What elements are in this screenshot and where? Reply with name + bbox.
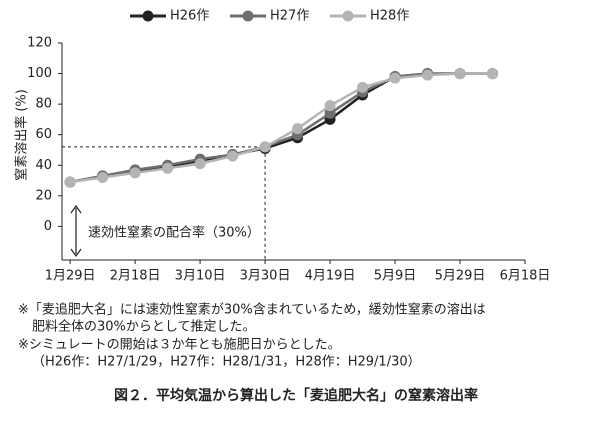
point xyxy=(259,141,271,153)
x-tick-label: 3月30日 xyxy=(240,269,291,284)
x-tick-label: 3月10日 xyxy=(175,269,226,284)
x-tick-label: 4月19日 xyxy=(305,269,356,284)
y-tick-label: 20 xyxy=(35,188,52,203)
point xyxy=(194,158,206,170)
legend-label: H27作 xyxy=(270,9,309,24)
y-tick-label: 0 xyxy=(44,219,52,234)
y-axis-label: 窒素溶出率 (%) xyxy=(14,89,30,181)
x-tick-label: 2月18日 xyxy=(110,269,161,284)
point xyxy=(64,176,76,188)
x-tick-label: 6月18日 xyxy=(500,269,551,284)
y-tick-label: 120 xyxy=(27,36,52,51)
caption: 図２．平均気温から算出した「麦追肥大名」の窒素溶出率 xyxy=(114,387,478,404)
x-tick-label: 5月9日 xyxy=(374,269,417,284)
y-tick-label: 80 xyxy=(35,97,52,112)
reference-line xyxy=(62,146,266,260)
point xyxy=(357,81,369,93)
point xyxy=(422,69,434,81)
legend-label: H28作 xyxy=(370,9,409,24)
annotation: 速効性窒素の配合率（30%） xyxy=(88,225,260,241)
point xyxy=(454,68,466,80)
point xyxy=(162,162,174,174)
y-tick-label: 40 xyxy=(35,158,52,173)
point xyxy=(227,150,239,162)
point xyxy=(389,72,401,84)
point xyxy=(324,100,336,112)
x-tick-label: 1月29日 xyxy=(45,269,96,284)
legend-label: H26作 xyxy=(170,9,209,24)
point xyxy=(292,123,304,135)
y-tick-label: 100 xyxy=(27,66,52,81)
note: ※シミュレートの開始は３か年とも施肥日からとした。 xyxy=(18,338,341,353)
legend-marker xyxy=(242,10,254,22)
note: 肥料全体の30%からとして推定した。 xyxy=(32,319,256,335)
legend-marker xyxy=(142,10,154,22)
point xyxy=(487,68,499,80)
point xyxy=(129,167,141,179)
note: ※「麦追肥大名」には速効性窒素が30%含まれているため，緩効性窒素の溶出は xyxy=(18,302,486,318)
legend-marker xyxy=(342,10,354,22)
x-tick-label: 5月29日 xyxy=(435,269,486,284)
note: （H26作：H27/1/29，H27作：H28/1/31，H28作：H29/1/… xyxy=(32,355,421,370)
point xyxy=(324,107,336,119)
y-tick-label: 60 xyxy=(35,127,52,142)
point xyxy=(97,171,109,183)
annotation-arrow xyxy=(70,204,82,258)
